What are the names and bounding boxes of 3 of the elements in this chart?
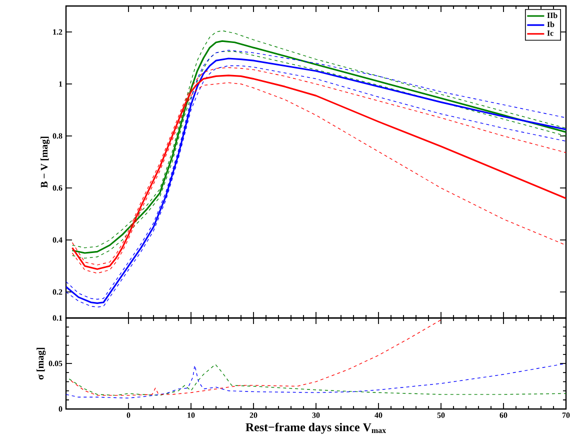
x-axis-title: Rest−frame days since V$_{max}$ [246,422,386,434]
y-axis-title: B − V [mag] [40,136,50,188]
y-axis-title: σ [mag] [36,348,46,380]
